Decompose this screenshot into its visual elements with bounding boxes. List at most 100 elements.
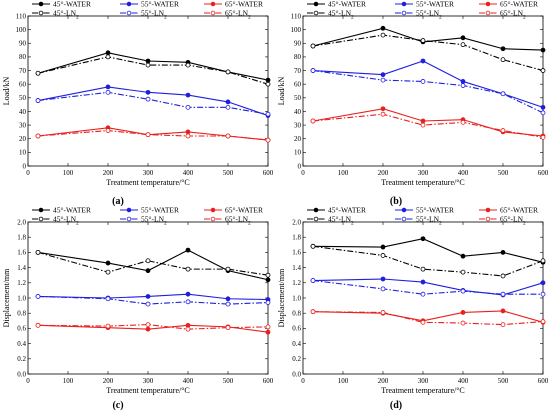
legend-entry: 55°-WATER [120, 0, 179, 9]
data-point [500, 273, 506, 279]
y-tick-label: 20 [294, 135, 302, 143]
data-point [310, 243, 316, 249]
y-tick-label: 110 [16, 12, 27, 20]
data-point [145, 268, 151, 274]
y-tick-label: 20 [19, 135, 27, 143]
series-5 [35, 322, 271, 332]
legend-label: 65°-LN2 [500, 9, 526, 21]
legend-entry: 55°-LN2 [395, 215, 442, 227]
y-tick-label: 60 [19, 80, 27, 88]
data-point [310, 278, 316, 283]
x-tick-label: 300 [143, 377, 154, 385]
legend-label: 65°-LN2 [225, 215, 251, 227]
series-line [312, 108, 544, 137]
series-0 [35, 50, 271, 83]
series-line [312, 60, 544, 108]
data-point [420, 236, 426, 242]
x-tick-label: 400 [183, 377, 194, 385]
legend-label: 55°-LN2 [416, 9, 442, 21]
series-0 [310, 25, 546, 53]
legend-label: 55°-LN2 [416, 215, 442, 227]
legend-marker [313, 216, 319, 222]
legend-label: 55°-LN2 [141, 9, 167, 21]
x-tick-label: 0 [26, 377, 30, 385]
data-point [500, 249, 506, 255]
y-axis-label: Load/kN [277, 77, 286, 106]
series-4 [310, 278, 546, 297]
data-point [460, 35, 466, 41]
data-point [420, 319, 426, 325]
legend-label: 65°-LN2 [500, 215, 526, 227]
data-point [310, 309, 316, 315]
data-point [500, 91, 506, 97]
y-tick-label: 0 [298, 162, 302, 170]
y-tick-label: 0.8 [17, 310, 26, 318]
legend-entry: 65°-WATER [479, 0, 538, 9]
legend-marker [38, 10, 44, 16]
legend-marker [401, 207, 407, 213]
data-point [500, 46, 506, 52]
data-point [380, 310, 386, 315]
series-line [37, 52, 269, 81]
y-axis-label: Displacement/mm [277, 268, 286, 327]
x-tick-label: 100 [63, 169, 74, 177]
data-point [225, 301, 231, 307]
series-line [37, 295, 269, 305]
x-tick-label: 200 [378, 169, 389, 177]
y-axis-label: Displacement/mm [2, 268, 11, 327]
y-tick-label: 1.0 [292, 294, 301, 302]
y-tick-label: 1.2 [17, 279, 26, 287]
y-tick-label: 1.6 [292, 249, 301, 257]
legend-label: 65°-WATER [500, 0, 538, 9]
legend-marker [38, 216, 44, 222]
data-point [185, 299, 191, 305]
data-point [185, 133, 191, 139]
legend-entry: 65°-WATER [204, 0, 263, 9]
data-point [185, 291, 191, 297]
x-axis-label: Treatment temperature/°C [381, 178, 465, 187]
data-point [460, 310, 466, 315]
data-point [380, 111, 386, 117]
data-point [185, 104, 191, 110]
y-tick-label: 50 [294, 94, 302, 102]
series-line [37, 127, 269, 141]
y-tick-label: 0.6 [292, 325, 301, 333]
data-point [185, 326, 191, 332]
data-point [185, 266, 191, 272]
data-point [380, 25, 386, 31]
legend-entry: 45°-WATER [307, 206, 366, 215]
y-tick-label: 90 [19, 40, 27, 48]
legend-label: 65°-WATER [225, 0, 263, 9]
data-point [185, 129, 191, 135]
x-tick-label: 100 [63, 377, 74, 385]
data-point [225, 266, 231, 272]
data-point [500, 308, 506, 314]
data-point [105, 54, 111, 60]
x-axis-label: Treatment temperature/°C [381, 386, 465, 395]
data-point [380, 276, 386, 282]
series-4 [35, 294, 271, 307]
y-tick-label: 70 [294, 67, 302, 75]
series-4 [310, 68, 546, 116]
series-3 [35, 54, 271, 87]
series-line [37, 249, 269, 281]
panel-label: (d) [390, 400, 402, 411]
series-line [312, 311, 544, 326]
y-tick-label: 1.2 [292, 279, 301, 287]
data-point [145, 89, 151, 95]
x-tick-label: 300 [418, 169, 429, 177]
data-point [35, 70, 41, 76]
series-line [37, 324, 269, 330]
y-tick-label: 0.0 [292, 370, 301, 378]
data-point [420, 266, 426, 272]
data-point [105, 50, 111, 56]
legend-label: 45°-LN2 [53, 215, 79, 227]
data-point [540, 104, 546, 110]
data-point [500, 291, 506, 297]
y-tick-label: 100 [291, 26, 302, 34]
plot-frame [302, 221, 544, 375]
data-point [265, 324, 271, 330]
data-point [265, 300, 271, 305]
legend-entry: 65°-LN2 [479, 9, 526, 21]
